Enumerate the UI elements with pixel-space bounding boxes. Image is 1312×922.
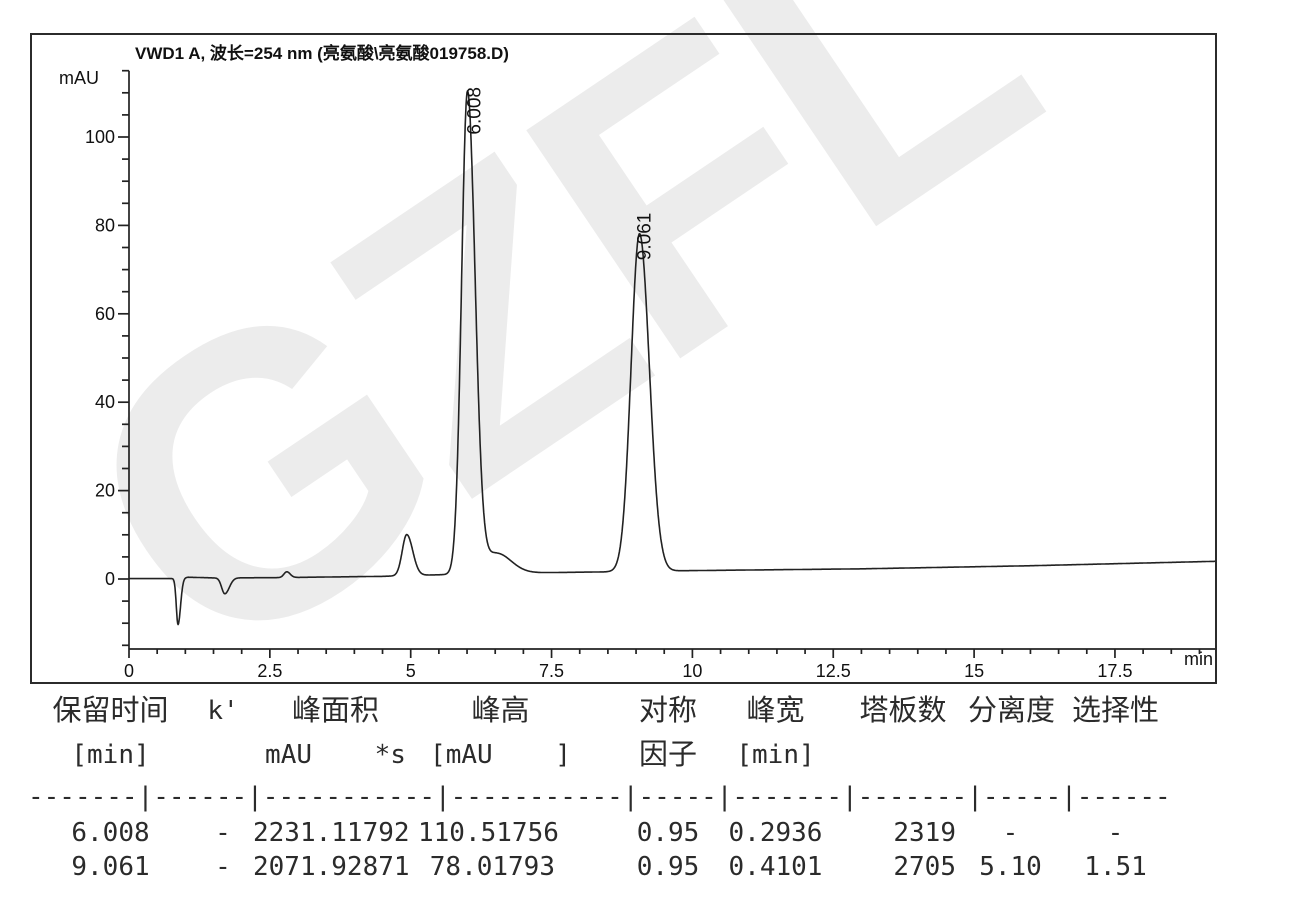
value-resolution: 5.10 — [979, 852, 1042, 882]
table-row-peak-1: 6.008 - 2231.11792 110.51756 0.95 0.2936… — [28, 816, 1188, 850]
col-header-k-prime: k' — [207, 696, 239, 726]
unit-resolution — [968, 736, 1053, 780]
value-retention-time: 9.061 — [71, 852, 150, 882]
unit-peak-width: [min] — [736, 740, 815, 770]
col-header-selectivity: 选择性 — [1071, 695, 1159, 727]
value-peak-area: 2071.92871 — [253, 852, 410, 882]
axes — [118, 69, 1215, 658]
svg-text:2.5: 2.5 — [257, 661, 282, 681]
value-retention-time: 6.008 — [71, 818, 150, 848]
value-symmetry: 0.95 — [636, 852, 700, 882]
svg-text:7.5: 7.5 — [539, 661, 564, 681]
tick-labels: 0 20 40 60 80 100 0 2.5 5 7.5 10 12.5 15 17.5 — [85, 127, 1133, 681]
value-selectivity: 1.51 — [1084, 852, 1147, 882]
chromatogram-plot: 0 20 40 60 80 100 0 2.5 5 7.5 10 12.5 15 17.5 6.008 9.0… — [85, 69, 1215, 681]
peak-labels: 6.008 9.061 — [465, 87, 656, 260]
svg-text:17.5: 17.5 — [1097, 661, 1132, 681]
value-k-prime: - — [215, 818, 231, 848]
y-axis-unit-label: mAU — [59, 68, 99, 88]
col-header-plates: 塔板数 — [859, 695, 947, 727]
chromatogram-panel: 0 20 40 60 80 100 0 2.5 5 7.5 10 12.5 15 17.5 6.008 9.0… — [30, 33, 1217, 684]
svg-text:0: 0 — [124, 661, 134, 681]
unit-selectivity — [1053, 736, 1178, 780]
value-peak-area: 2231.11792 — [253, 818, 410, 848]
unit-k-prime — [193, 736, 253, 780]
chart-title: VWD1 A, 波长=254 nm (亮氨酸\亮氨酸019758.D) — [135, 44, 509, 63]
svg-text:15: 15 — [964, 661, 984, 681]
svg-text:80: 80 — [95, 215, 115, 235]
unit-peak-height: [mAU ] — [430, 740, 571, 770]
value-plates: 2705 — [893, 852, 956, 882]
unit-symmetry: 因子 — [638, 739, 697, 771]
table-units-row: [min] mAU *s [mAU ] 因子 [min] — [28, 736, 1188, 780]
col-header-resolution: 分离度 — [968, 695, 1056, 727]
x-axis-unit-label: min — [1184, 649, 1214, 669]
col-header-retention-time: 保留时间 — [52, 695, 169, 727]
unit-retention-time: [min] — [71, 740, 150, 770]
peak-results-table: 保留时间 k' 峰面积 峰高 对称 峰宽 塔板数 分离度 选择性 [min] m… — [28, 690, 1188, 884]
value-peak-height: 110.51756 — [418, 818, 559, 848]
peak-retention-label: 6.008 — [465, 87, 486, 135]
value-peak-width: 0.4101 — [728, 852, 823, 882]
table-separator: -------|------|-----------|-----------|-… — [28, 782, 1171, 812]
unit-plates — [838, 736, 968, 780]
svg-text:60: 60 — [95, 304, 115, 324]
value-k-prime: - — [215, 852, 231, 882]
col-header-peak-height: 峰高 — [471, 695, 530, 727]
svg-text:10: 10 — [682, 661, 702, 681]
col-header-peak-width: 峰宽 — [746, 695, 805, 727]
svg-text:40: 40 — [95, 392, 115, 412]
peak-retention-label: 9.061 — [635, 213, 656, 261]
svg-text:0: 0 — [105, 569, 115, 589]
value-resolution: - — [1002, 818, 1019, 848]
value-peak-width: 0.2936 — [728, 818, 823, 848]
unit-peak-area: mAU *s — [265, 740, 406, 770]
svg-text:5: 5 — [406, 661, 416, 681]
signal-trace — [128, 90, 1215, 626]
svg-text:12.5: 12.5 — [816, 661, 851, 681]
table-row-peak-2: 9.061 - 2071.92871 78.01793 0.95 0.4101 … — [28, 850, 1188, 884]
col-header-peak-area: 峰面积 — [291, 695, 379, 727]
value-symmetry: 0.95 — [636, 818, 700, 848]
svg-text:100: 100 — [85, 127, 115, 147]
svg-text:20: 20 — [95, 481, 115, 501]
value-selectivity: - — [1107, 818, 1124, 848]
col-header-symmetry: 对称 — [638, 695, 697, 727]
value-plates: 2319 — [893, 818, 956, 848]
table-header-row: 保留时间 k' 峰面积 峰高 对称 峰宽 塔板数 分离度 选择性 — [28, 690, 1188, 736]
value-peak-height: 78.01793 — [429, 852, 555, 882]
